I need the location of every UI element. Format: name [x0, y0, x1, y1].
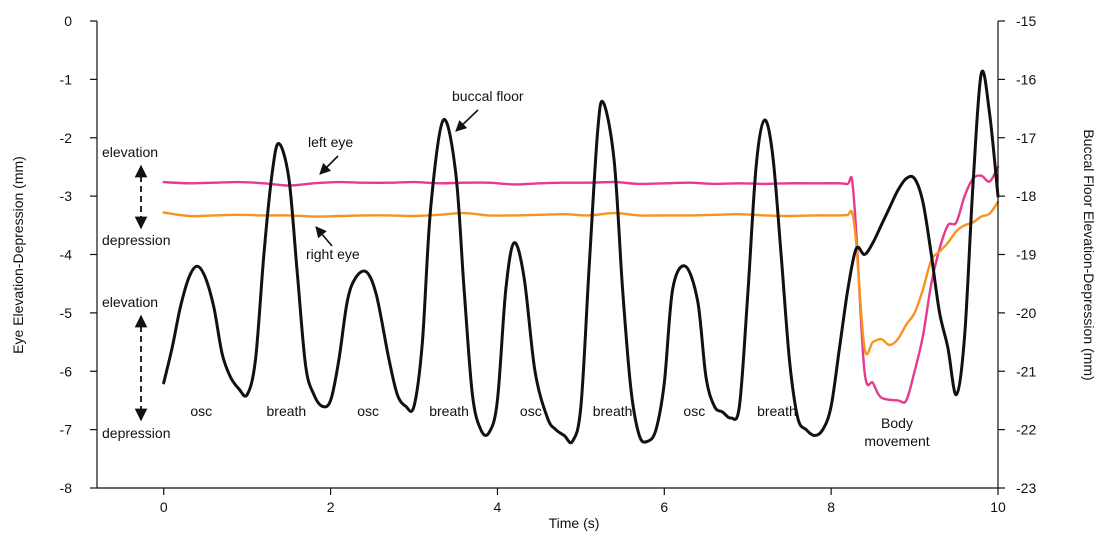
y-left-tick-label: -1: [60, 71, 73, 87]
segment-label: breath: [267, 403, 307, 419]
label-buccal-floor: buccal floor: [452, 88, 524, 104]
label-depression-eye: depression: [102, 232, 171, 248]
x-axis-title: Time (s): [549, 515, 600, 531]
y-right-tick-label: -20: [1016, 305, 1036, 321]
annotations-layer: elevation depression elevation depression bu…: [102, 88, 930, 449]
x-tick-label: 0: [160, 499, 168, 515]
label-depression-buccal: depression: [102, 425, 171, 441]
y-axis-right-title: Buccal Floor Elevation-Depression (mm): [1081, 129, 1097, 380]
series-layer: [162, 69, 1000, 445]
y-left-tick-label: -4: [60, 247, 73, 263]
plot-area: 0 2 4 6 8 10 0 -1 -2 -3 -4 -5 -6 -7 -8 -15 -16 -17 -18 -19 -…: [60, 13, 1037, 515]
y-left-tick-label: -6: [60, 363, 73, 379]
y-left-tick-label: -8: [60, 480, 73, 496]
y-left-tick-label: -2: [60, 130, 73, 146]
label-body: Body: [881, 415, 913, 431]
arrow-right-eye: [315, 226, 333, 247]
x-tick-label: 4: [494, 499, 502, 515]
series-left-eye: [162, 165, 1000, 404]
y-right-tick-label: -23: [1016, 480, 1036, 496]
y-right-tick-label: -16: [1016, 71, 1036, 87]
segment-label: breath: [593, 403, 633, 419]
y-right-tick-label: -18: [1016, 188, 1036, 204]
segment-label: osc: [520, 403, 542, 419]
label-elevation-buccal: elevation: [102, 294, 158, 310]
series-right-eye: [162, 200, 1000, 356]
axes-layer: 0 2 4 6 8 10 0 -1 -2 -3 -4 -5 -6 -7 -8 -15 -16 -17 -18 -19 -…: [60, 13, 1037, 515]
y-right-tick-label: -15: [1016, 13, 1036, 29]
y-left-tick-label: -5: [60, 305, 73, 321]
y-right-tick-label: -19: [1016, 247, 1036, 263]
segment-label: osc: [357, 403, 379, 419]
segment-label: osc: [683, 403, 705, 419]
label-left-eye: left eye: [308, 134, 353, 150]
segment-label: breath: [429, 403, 469, 419]
y-axis-left-title: Eye Elevation-Depression (mm): [10, 156, 26, 354]
y-left-tick-label: 0: [64, 13, 72, 29]
y-right-tick-label: -17: [1016, 130, 1036, 146]
y-right-tick-label: -22: [1016, 422, 1036, 438]
x-tick-label: 10: [990, 499, 1006, 515]
x-tick-label: 6: [660, 499, 668, 515]
label-right-eye: right eye: [306, 246, 360, 262]
arrow-left-eye: [319, 155, 339, 175]
segment-label: osc: [190, 403, 212, 419]
x-tick-label: 2: [327, 499, 335, 515]
y-left-tick-label: -7: [60, 422, 73, 438]
series-buccal-floor: [162, 69, 1000, 445]
label-elevation-eye: elevation: [102, 144, 158, 160]
x-tick-label: 8: [827, 499, 835, 515]
label-movement: movement: [864, 433, 929, 449]
y-right-tick-label: -21: [1016, 363, 1036, 379]
segment-label: breath: [757, 403, 797, 419]
arrow-buccal-floor: [455, 109, 479, 132]
y-left-tick-label: -3: [60, 188, 73, 204]
